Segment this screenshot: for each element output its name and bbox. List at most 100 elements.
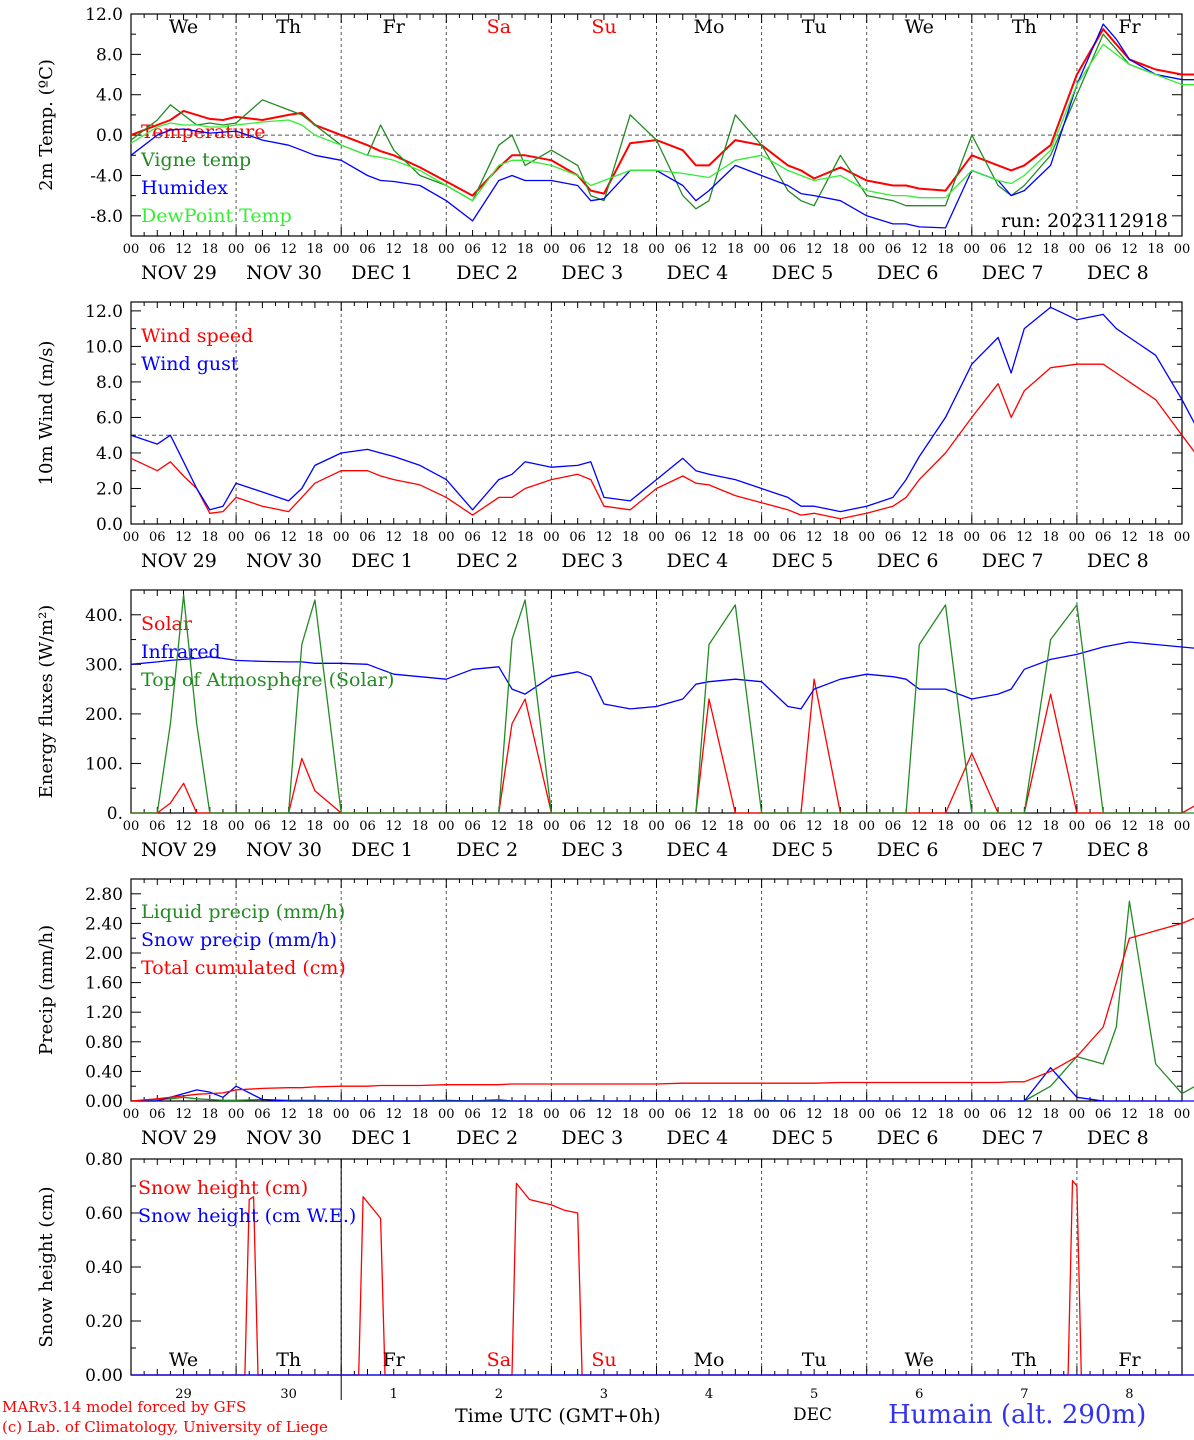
- series-line: [130, 917, 1194, 1102]
- hour-tick-label: 00: [438, 819, 455, 834]
- hour-tick-label: 00: [1069, 819, 1086, 834]
- y-tick-label: 2.00: [85, 944, 123, 964]
- hour-tick-label: 12: [385, 530, 402, 545]
- hour-tick-label: 18: [307, 530, 324, 545]
- date-label: DEC 2: [456, 262, 518, 284]
- hour-tick-label: 06: [254, 1107, 271, 1122]
- day-number: 30: [280, 1387, 297, 1402]
- y-tick-label: 0.60: [85, 1204, 123, 1224]
- hour-tick-label: 06: [885, 242, 902, 257]
- day-number: 8: [1125, 1387, 1133, 1402]
- y-axis-label: Snow height (cm): [36, 1186, 57, 1347]
- hour-tick-label: 12: [701, 819, 718, 834]
- legend-entry: Snow height (cm W.E.): [138, 1205, 356, 1227]
- day-name: Tu: [802, 16, 827, 38]
- hour-tick-label: 18: [1147, 1107, 1164, 1122]
- hour-tick-label: 00: [333, 530, 350, 545]
- hour-tick-label: 06: [675, 242, 692, 257]
- hour-tick-label: 12: [491, 819, 508, 834]
- hour-tick-label: 12: [175, 819, 192, 834]
- hour-tick-label: 06: [359, 819, 376, 834]
- hour-tick-label: 18: [727, 530, 744, 545]
- date-label: DEC 7: [982, 1127, 1044, 1149]
- hour-tick-label: 06: [780, 530, 797, 545]
- hour-tick-label: 12: [701, 530, 718, 545]
- hour-tick-label: 00: [1069, 242, 1086, 257]
- day-number: 6: [915, 1387, 923, 1402]
- hour-tick-label: 00: [858, 819, 875, 834]
- xaxis-month: DEC: [793, 1405, 833, 1425]
- hour-tick-label: 12: [175, 1107, 192, 1122]
- hour-tick-label: 06: [254, 819, 271, 834]
- series-line: [131, 1179, 1194, 1376]
- hour-tick-label: 06: [675, 530, 692, 545]
- day-name: Fr: [383, 16, 406, 38]
- day-number: 5: [810, 1387, 818, 1402]
- hour-tick-label: 00: [333, 242, 350, 257]
- hour-tick-label: 18: [622, 530, 639, 545]
- hour-tick-label: 06: [359, 530, 376, 545]
- date-label: NOV 30: [246, 262, 322, 284]
- hour-tick-label: 18: [727, 242, 744, 257]
- hour-tick-label: 12: [701, 1107, 718, 1122]
- hour-tick-label: 00: [1174, 530, 1191, 545]
- day-name: Th: [1012, 1349, 1037, 1371]
- day-name: Sa: [487, 1349, 511, 1371]
- hour-tick-label: 00: [228, 819, 245, 834]
- date-label: DEC 8: [1087, 262, 1149, 284]
- hour-tick-label: 00: [1174, 242, 1191, 257]
- hour-tick-label: 12: [806, 530, 823, 545]
- hour-tick-label: 00: [123, 530, 140, 545]
- hour-tick-label: 00: [438, 1107, 455, 1122]
- hour-tick-label: 12: [175, 530, 192, 545]
- hour-tick-label: 00: [123, 242, 140, 257]
- series-line: [130, 43, 1194, 202]
- y-tick-label: 8.0: [96, 45, 123, 65]
- hour-tick-label: 18: [517, 242, 534, 257]
- hour-tick-label: 18: [832, 1107, 849, 1122]
- date-label: NOV 29: [141, 1127, 217, 1149]
- hour-tick-label: 18: [832, 242, 849, 257]
- y-tick-label: 2.40: [85, 914, 123, 934]
- legend-entry: Vigne temp: [140, 149, 251, 171]
- legend-entry: Wind gust: [141, 353, 239, 375]
- date-label: DEC 5: [772, 550, 834, 572]
- hour-tick-label: 06: [149, 242, 166, 257]
- hour-tick-label: 06: [885, 819, 902, 834]
- hour-tick-label: 06: [359, 1107, 376, 1122]
- hour-tick-label: 00: [438, 242, 455, 257]
- hour-tick-label: 18: [412, 530, 429, 545]
- hour-tick-label: 06: [149, 1107, 166, 1122]
- hour-tick-label: 12: [911, 242, 928, 257]
- hour-tick-label: 00: [753, 530, 770, 545]
- date-label: DEC 6: [877, 550, 939, 572]
- day-name: Tu: [802, 1349, 827, 1371]
- hour-tick-label: 12: [280, 242, 297, 257]
- y-tick-label: 2.80: [85, 885, 123, 905]
- y-tick-label: 0.: [107, 804, 123, 824]
- legend-entry: Solar: [141, 613, 193, 635]
- hour-tick-label: 00: [543, 242, 560, 257]
- y-tick-label: 400.: [85, 606, 123, 626]
- hour-tick-label: 06: [990, 530, 1007, 545]
- date-label: DEC 3: [561, 839, 623, 861]
- hour-tick-label: 06: [254, 242, 271, 257]
- date-label: DEC 5: [772, 262, 834, 284]
- date-label: DEC 1: [351, 550, 413, 572]
- hour-tick-label: 12: [701, 242, 718, 257]
- day-name: Sa: [487, 16, 511, 38]
- hour-tick-label: 06: [464, 242, 481, 257]
- hour-tick-label: 18: [1147, 242, 1164, 257]
- hour-tick-label: 18: [412, 242, 429, 257]
- model-credit: MARv3.14 model forced by GFS: [2, 1398, 247, 1416]
- hour-tick-label: 12: [385, 819, 402, 834]
- hour-tick-label: 12: [596, 530, 613, 545]
- series-line: [130, 363, 1194, 520]
- hour-tick-label: 12: [911, 1107, 928, 1122]
- hour-tick-label: 06: [780, 242, 797, 257]
- hour-tick-label: 12: [1121, 530, 1138, 545]
- legend-entry: DewPoint Temp: [141, 205, 292, 227]
- hour-tick-label: 18: [937, 530, 954, 545]
- hour-tick-label: 00: [543, 819, 560, 834]
